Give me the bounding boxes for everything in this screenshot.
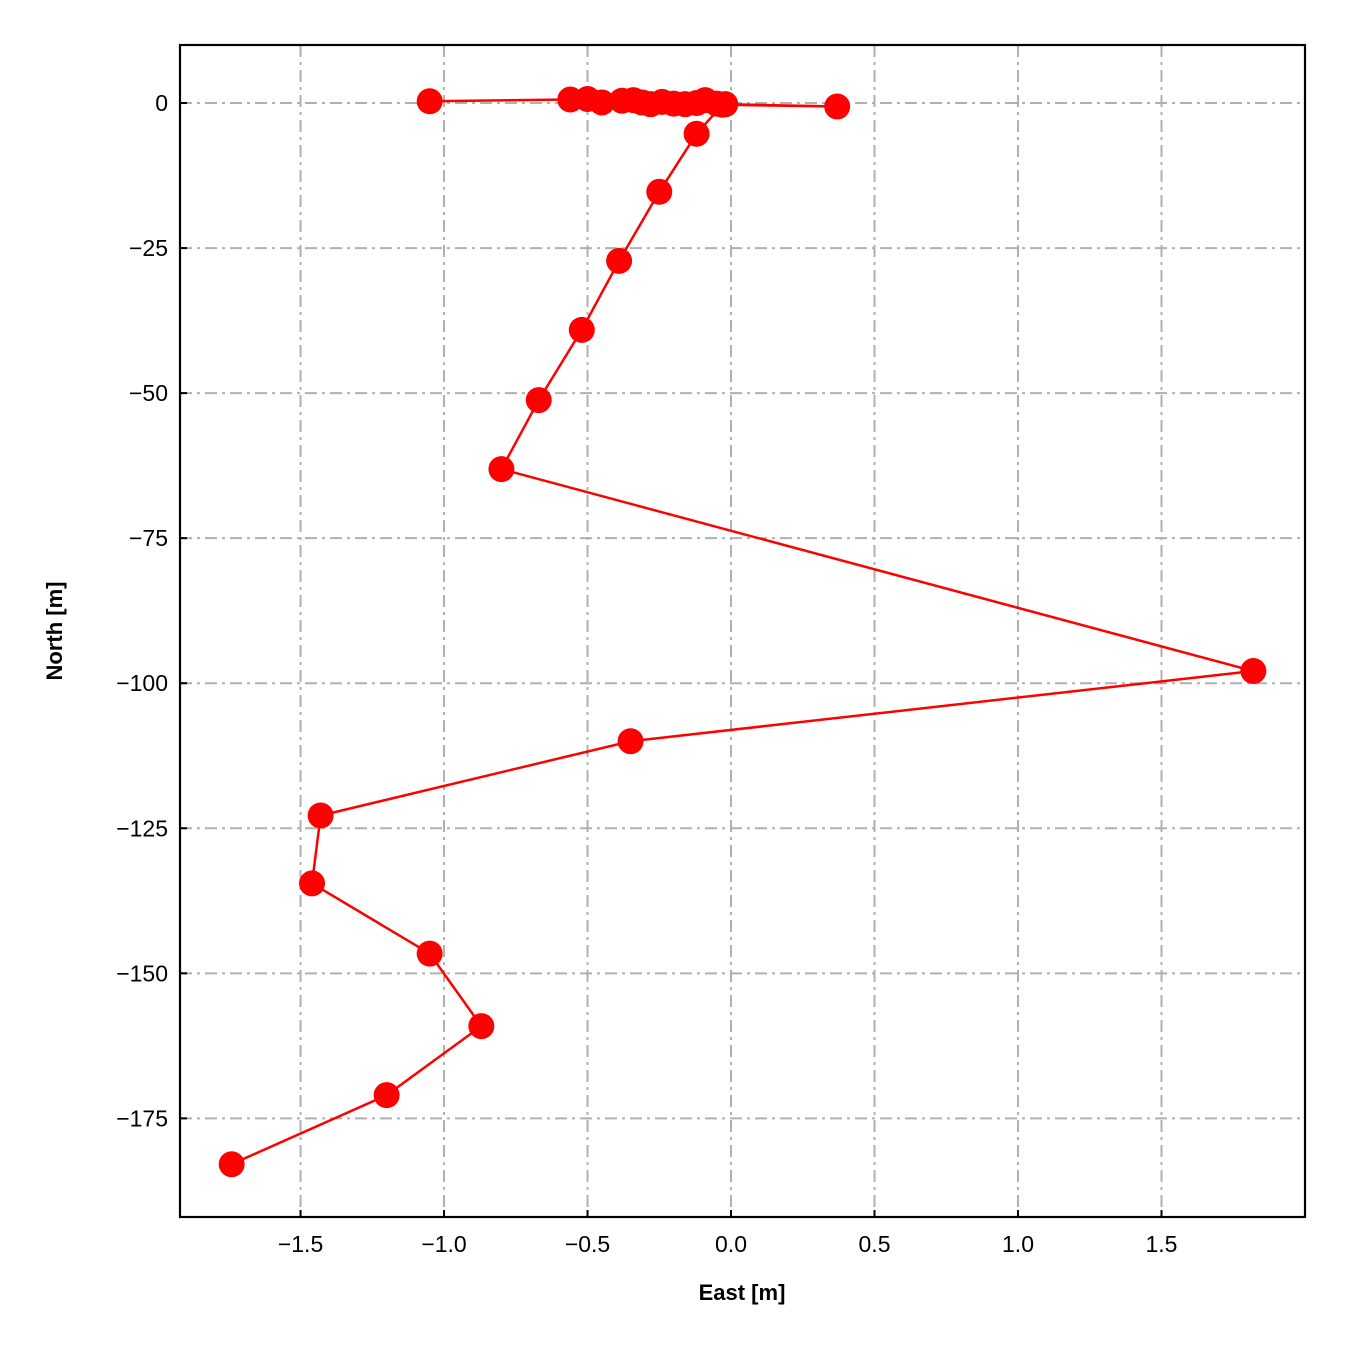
data-point — [468, 1013, 495, 1040]
data-point — [416, 940, 443, 967]
y-tick-label: 0 — [155, 90, 168, 116]
data-point — [683, 120, 710, 147]
data-point — [307, 802, 334, 829]
x-tick-label: 0.5 — [859, 1231, 891, 1257]
data-point — [709, 91, 736, 118]
data-point — [218, 1151, 245, 1178]
data-point — [299, 870, 326, 897]
y-axis-label: North [m] — [42, 582, 67, 681]
data-point — [824, 93, 851, 120]
y-tick-label: −75 — [129, 525, 168, 551]
y-tick-label: −175 — [116, 1105, 168, 1131]
y-tick-label: −50 — [129, 380, 168, 406]
series — [218, 85, 1267, 1178]
data-point — [588, 89, 615, 116]
x-tick-label: −0.5 — [565, 1231, 610, 1257]
data-point — [1240, 658, 1267, 685]
data-point — [525, 387, 552, 414]
data-point — [568, 316, 595, 343]
data-point — [606, 247, 633, 274]
y-tick-label: −150 — [116, 960, 168, 986]
x-tick-label: 1.5 — [1146, 1231, 1178, 1257]
data-point — [646, 178, 673, 205]
ticks: −1.5 −1.0 −0.5 0.0 0.5 1.0 1.5 0 −25 −50 −75 −100 −1… — [116, 90, 1177, 1257]
data-point — [373, 1082, 400, 1109]
series-line — [231, 97, 1254, 1166]
x-tick-label: −1.5 — [278, 1231, 323, 1257]
grid — [180, 45, 1305, 1217]
data-point — [416, 88, 443, 115]
data-point — [488, 456, 515, 483]
x-tick-label: 1.0 — [1002, 1231, 1034, 1257]
x-tick-label: 0.0 — [715, 1231, 747, 1257]
data-point — [617, 728, 644, 755]
x-axis-label: East [m] — [699, 1280, 786, 1305]
x-tick-label: −1.0 — [421, 1231, 466, 1257]
y-tick-label: −125 — [116, 815, 168, 841]
y-tick-label: −100 — [116, 670, 168, 696]
plot-frame — [178, 43, 1307, 1219]
y-tick-label: −25 — [129, 235, 168, 261]
